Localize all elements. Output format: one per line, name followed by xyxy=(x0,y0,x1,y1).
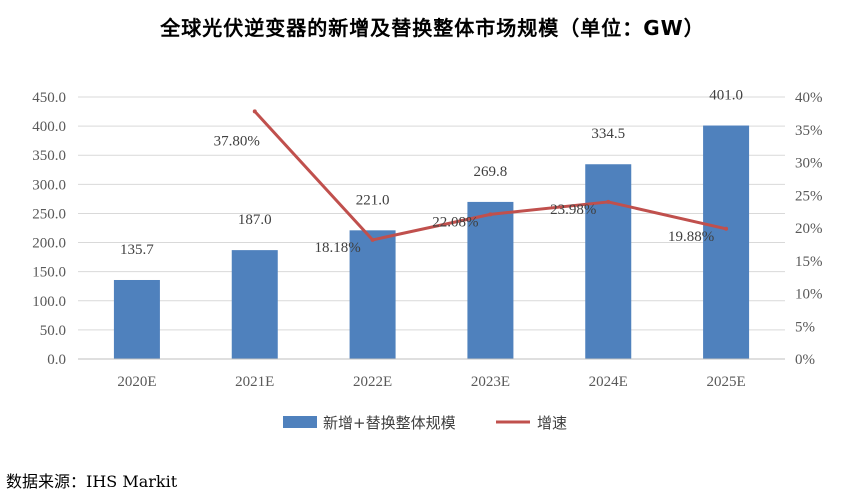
x-tick-label: 2021E xyxy=(235,374,274,390)
y-right-tick-label: 35% xyxy=(795,123,823,139)
line-value-label: 18.18% xyxy=(314,240,360,256)
line-value-label: 37.80% xyxy=(214,133,260,149)
legend-line-label: 增速 xyxy=(537,414,567,432)
line-point xyxy=(724,226,729,231)
y-left-tick-label: 250.0 xyxy=(32,206,66,222)
line-point xyxy=(488,212,493,217)
data-labels: 135.7 187.0 221.0 269.8 334.5 401.0 37.80% 18.1… xyxy=(120,88,743,258)
y-right-tick-label: 5% xyxy=(795,319,815,335)
y-right-tick-label: 40% xyxy=(795,90,823,106)
legend-bar-label: 新增+替换整体规模 xyxy=(323,414,456,432)
line-value-label: 19.88% xyxy=(668,229,714,245)
y-right-tick-label: 10% xyxy=(795,287,823,303)
y-right-tick-label: 0% xyxy=(795,352,815,368)
y-right-tick-label: 20% xyxy=(795,221,823,237)
line-value-label: 22.08% xyxy=(432,214,478,230)
line-point xyxy=(252,109,257,114)
y-left-tick-label: 0.0 xyxy=(47,352,66,368)
legend-bar-swatch xyxy=(283,416,317,428)
bar xyxy=(467,201,514,359)
line-point xyxy=(606,199,611,204)
line-point xyxy=(370,237,375,242)
y-left-tick-label: 200.0 xyxy=(32,236,66,252)
bar-value-label: 334.5 xyxy=(591,126,625,142)
chart-title: 全球光伏逆变器的新增及替换整体市场规模（单位：GW） xyxy=(160,16,705,40)
bar xyxy=(585,164,632,359)
line-series xyxy=(252,109,729,242)
legend: 新增+替换整体规模 增速 xyxy=(283,414,567,432)
x-tick-label: 2025E xyxy=(706,374,745,390)
x-tick-label: 2023E xyxy=(471,374,510,390)
axes: 0.0 50.0 100.0 150.0 200.0 250.0 300.0 350.0 400… xyxy=(32,90,822,390)
bar-value-label: 135.7 xyxy=(120,242,154,258)
y-right-tick-label: 25% xyxy=(795,188,823,204)
line-value-label: 23.98% xyxy=(550,202,596,218)
bar-value-label: 269.8 xyxy=(474,164,508,180)
bar-value-label: 187.0 xyxy=(238,212,272,228)
y-right-tick-label: 30% xyxy=(795,156,823,172)
source-note: 数据来源：IHS Markit xyxy=(6,472,178,491)
bar xyxy=(349,230,396,359)
y-right-tick-label: 15% xyxy=(795,254,823,270)
y-left-tick-label: 300.0 xyxy=(32,177,66,193)
y-left-tick-label: 350.0 xyxy=(32,148,66,164)
x-tick-label: 2020E xyxy=(117,374,156,390)
gridlines xyxy=(78,96,785,331)
bar xyxy=(113,279,160,359)
x-tick-label: 2022E xyxy=(353,374,392,390)
bar xyxy=(703,125,750,359)
y-left-tick-label: 100.0 xyxy=(32,294,66,310)
bar-value-label: 401.0 xyxy=(709,88,743,104)
y-left-tick-label: 400.0 xyxy=(32,119,66,135)
bar-value-label: 221.0 xyxy=(356,192,390,208)
y-left-tick-label: 50.0 xyxy=(40,323,66,339)
y-left-tick-label: 450.0 xyxy=(32,90,66,106)
bar-series xyxy=(113,125,750,359)
bar xyxy=(231,250,278,359)
x-tick-label: 2024E xyxy=(589,374,628,390)
y-left-tick-label: 150.0 xyxy=(32,265,66,281)
